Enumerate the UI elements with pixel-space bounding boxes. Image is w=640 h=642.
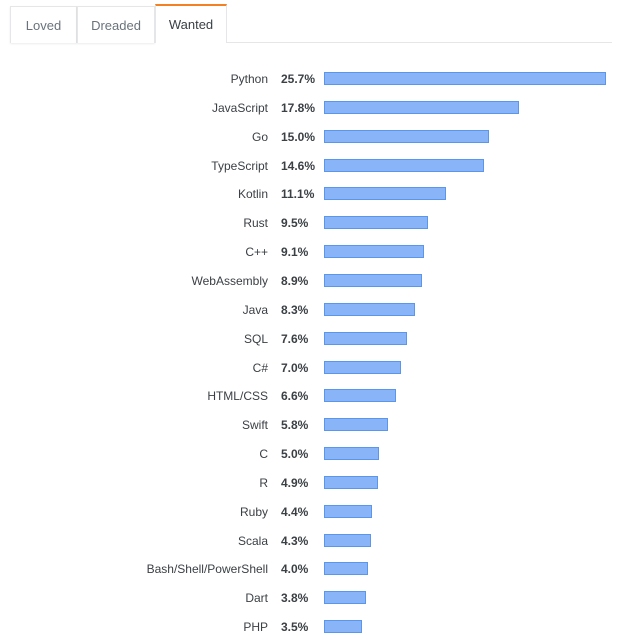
category-label: Go: [251, 129, 268, 144]
category-label: Bash/Shell/PowerShell: [146, 562, 268, 577]
category-label: R: [259, 475, 268, 490]
bar[interactable]: [324, 245, 424, 259]
bar[interactable]: [324, 273, 422, 287]
value-label: 11.1%: [281, 187, 315, 202]
category-label: Python: [230, 72, 268, 86]
category-label: Java: [242, 302, 268, 317]
bar[interactable]: [324, 418, 388, 432]
category-label: C++: [245, 245, 268, 260]
category-label: JavaScript: [211, 100, 268, 115]
value-label: 8.3%: [281, 302, 309, 317]
bar[interactable]: [324, 562, 368, 576]
category-label: C: [259, 447, 268, 462]
category-label: Dart: [245, 591, 268, 606]
value-label: 8.9%: [281, 273, 309, 288]
category-label: TypeScript: [211, 158, 268, 173]
chart-row: SQL 7.6%: [0, 329, 640, 349]
bar[interactable]: [324, 447, 379, 461]
bar[interactable]: [324, 360, 401, 374]
bar[interactable]: [324, 72, 606, 85]
tab-bar: Loved Dreaded Wanted: [10, 4, 612, 43]
chart-row: HTML/CSS 6.6%: [0, 386, 640, 406]
value-label: 6.6%: [281, 389, 309, 404]
category-label: Ruby: [239, 504, 268, 519]
bar[interactable]: [324, 187, 446, 201]
value-label: 25.7%: [281, 72, 316, 86]
category-label: Kotlin: [237, 187, 268, 202]
value-label: 17.8%: [281, 100, 316, 115]
chart-row: Dart 3.8%: [0, 588, 640, 608]
value-label: 4.9%: [281, 475, 309, 490]
bar[interactable]: [324, 216, 428, 230]
bar[interactable]: [324, 533, 371, 547]
chart-row: Kotlin 11.1%: [0, 184, 640, 204]
bar[interactable]: [324, 591, 366, 605]
bar[interactable]: [324, 302, 415, 316]
bar[interactable]: [324, 504, 372, 518]
category-label: Swift: [241, 418, 268, 433]
category-label: Scala: [237, 533, 268, 548]
bar[interactable]: [324, 620, 362, 634]
chart-row: PHP 3.5%: [0, 617, 640, 637]
category-label: C#: [252, 360, 268, 375]
bar[interactable]: [324, 475, 378, 489]
bar[interactable]: [324, 158, 484, 172]
category-label: PHP: [243, 620, 268, 635]
value-label: 5.8%: [281, 418, 309, 433]
value-label: 4.3%: [281, 533, 309, 548]
value-label: 5.0%: [281, 447, 309, 462]
bar[interactable]: [324, 100, 519, 114]
category-label: HTML/CSS: [207, 389, 268, 404]
value-label: 7.0%: [281, 360, 309, 375]
value-label: 9.5%: [281, 216, 309, 231]
chart-row: Bash/Shell/PowerShell 4.0%: [0, 559, 640, 579]
value-label: 9.1%: [281, 245, 309, 260]
category-label: WebAssembly: [191, 273, 268, 288]
chart-row: Swift 5.8%: [0, 415, 640, 435]
bar[interactable]: [324, 331, 407, 345]
chart-row: R 4.9%: [0, 473, 640, 493]
tab-dreaded[interactable]: Dreaded: [77, 6, 155, 43]
chart-row: Python 25.7%: [0, 69, 640, 89]
bar[interactable]: [324, 129, 489, 143]
bar[interactable]: [324, 389, 396, 403]
chart-row: Rust 9.5%: [0, 213, 640, 233]
chart-row: Go 15.0%: [0, 127, 640, 147]
chart-row: Scala 4.3%: [0, 531, 640, 551]
category-label: Rust: [243, 216, 268, 231]
chart-row: JavaScript 17.8%: [0, 98, 640, 118]
value-label: 3.8%: [281, 591, 309, 606]
category-label: SQL: [243, 331, 268, 346]
chart-row: TypeScript 14.6%: [0, 156, 640, 176]
value-label: 4.4%: [281, 504, 309, 519]
value-label: 15.0%: [281, 129, 316, 144]
chart-row: C++ 9.1%: [0, 242, 640, 262]
value-label: 7.6%: [281, 331, 309, 346]
chart-row: WebAssembly 8.9%: [0, 271, 640, 291]
value-label: 14.6%: [281, 158, 316, 173]
chart-row: C 5.0%: [0, 444, 640, 464]
tab-wanted[interactable]: Wanted: [155, 4, 227, 43]
chart-row: Ruby 4.4%: [0, 502, 640, 522]
value-label: 4.0%: [281, 562, 309, 577]
tab-loved[interactable]: Loved: [10, 6, 77, 43]
value-label: 3.5%: [281, 620, 309, 635]
chart-row: C# 7.0%: [0, 358, 640, 378]
chart-row: Java 8.3%: [0, 300, 640, 320]
